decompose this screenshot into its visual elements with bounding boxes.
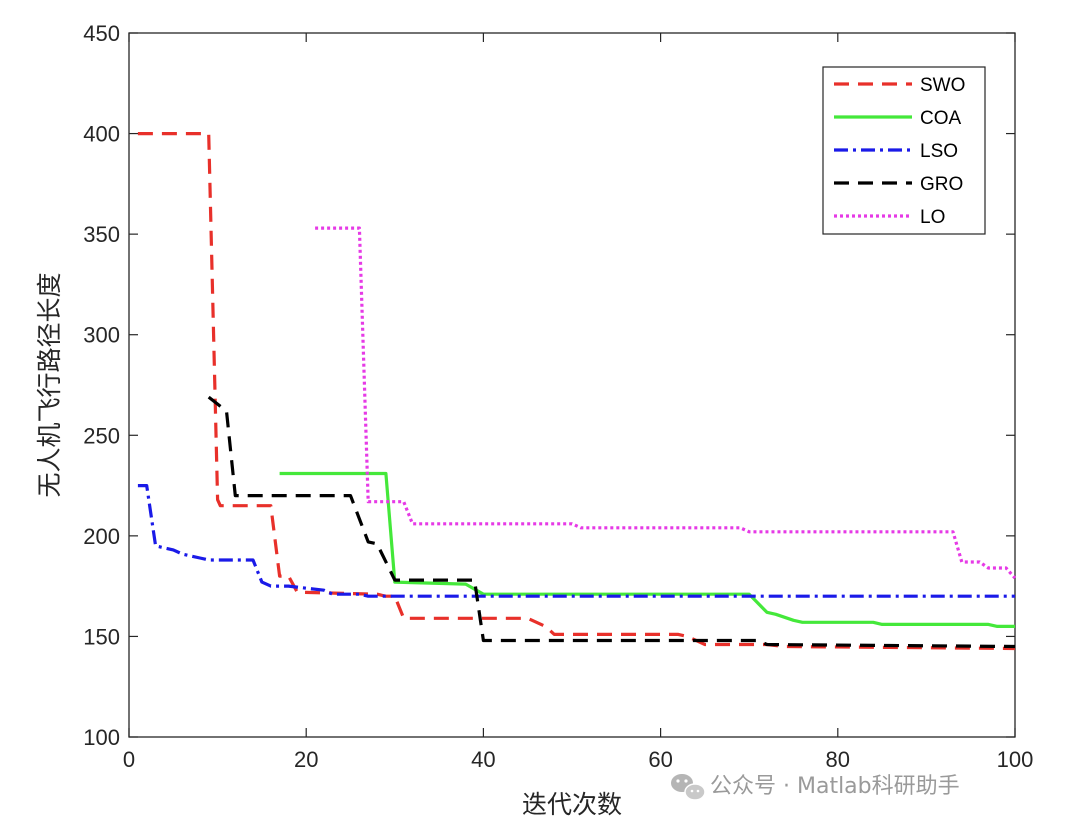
legend-items: SWO COA LSO GRO LO [834,75,965,228]
legend-label-coa: COA [920,108,962,129]
y-tick-label: 200 [83,524,120,549]
x-tick-label: 80 [826,747,850,772]
y-tick-label: 250 [83,423,120,448]
series-line-coa [279,471,1015,629]
watermark: 公众号 · Matlab科研助手 [671,774,960,801]
legend-box [822,66,986,235]
x-tick-label: 20 [294,747,318,772]
y-axis-ticks: 100 150 200 250 300 350 400 450 [83,21,1015,750]
y-axis-label: 无人机飞行路径长度 [35,272,64,497]
y-tick-label: 150 [83,624,120,649]
legend: SWO COA LSO GRO LO [822,66,986,235]
legend-label-lo: LO [920,207,945,228]
x-tick-label: 40 [471,747,495,772]
watermark-text: 公众号 · Matlab科研助手 [710,774,960,799]
y-tick-label: 300 [83,323,120,348]
series-line-lso [137,484,1015,598]
legend-label-swo: SWO [920,75,965,96]
y-tick-label: 100 [83,725,120,750]
legend-label-gro: GRO [920,174,963,195]
y-tick-label: 450 [83,21,120,46]
y-tick-label: 400 [83,122,120,147]
series-line-swo [137,132,1016,651]
x-tick-label: 0 [123,747,135,772]
series-line-gro [207,395,1016,649]
series-layer [137,132,1017,651]
x-tick-label: 60 [648,747,672,772]
y-tick-label: 350 [83,222,120,247]
x-axis-ticks: 0 20 40 60 80 100 [123,33,1033,772]
wechat-icon [671,774,706,801]
legend-label-lso: LSO [920,141,958,162]
x-tick-label: 100 [997,747,1034,772]
x-axis-label: 迭代次数 [522,790,622,819]
